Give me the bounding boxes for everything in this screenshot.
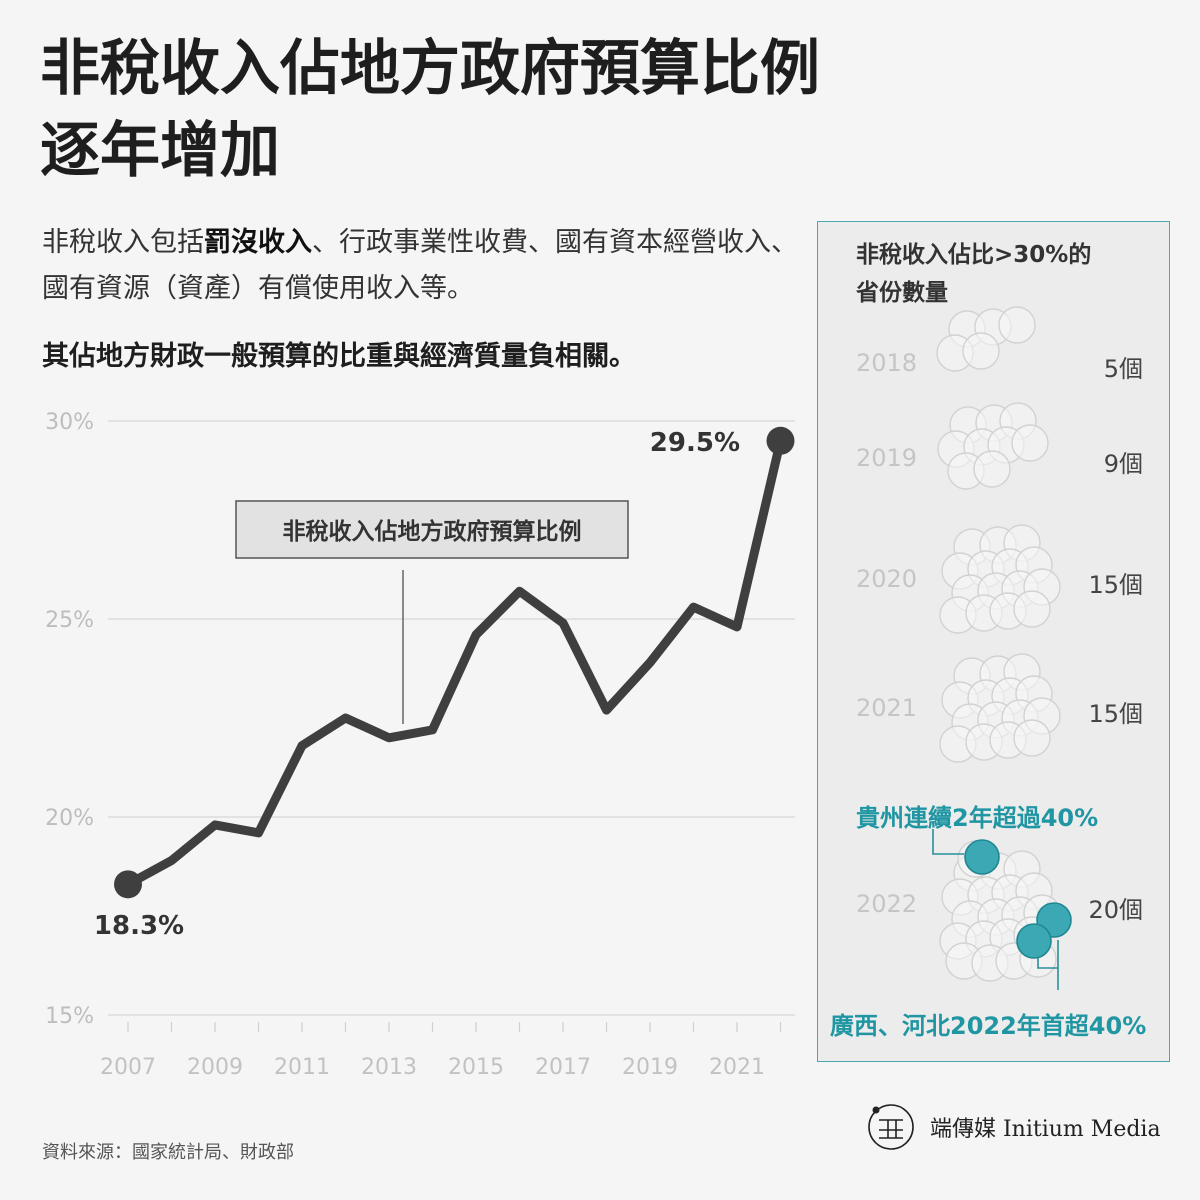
intro-bold: 罰沒收入 (204, 227, 312, 258)
x-tick-label: 2019 (622, 1055, 678, 1080)
guangxi-hebei-note: 廣西、河北2022年首超40% (830, 1012, 1147, 1040)
title-line-1: 非稅收入佔地方政府預算比例 (40, 34, 820, 104)
guizhou-note: 貴州連續2年超過40% (856, 804, 1099, 832)
intro-part-2: 、行政事業性收費、國有資本經營收入、國有資源（資產）有償使用收入等。 (42, 227, 798, 304)
year-label: 2019 (856, 444, 918, 472)
panel-title: 非稅收入佔比>30%的 省份數量 (856, 236, 1091, 312)
series-line (123, 436, 785, 889)
legend-box (235, 500, 629, 559)
province-clusters (932, 306, 1072, 990)
count-label: 15個 (1088, 700, 1143, 728)
brand: 端傳媒 Initium Media (866, 1102, 1161, 1152)
province-count-panel: 非稅收入佔比>30%的 省份數量 2018 5個 2019 9個 2020 15… (817, 221, 1170, 1062)
y-tick-label: 25% (45, 608, 94, 633)
end-value-label: 29.5% (650, 428, 740, 458)
panel-title-line-1: 非稅收入佔比>30%的 (856, 242, 1092, 268)
x-tick-label: 2021 (709, 1055, 765, 1080)
x-tick-label: 2007 (100, 1055, 156, 1080)
intro-part-1: 非稅收入包括 (42, 227, 204, 258)
page-title: 非稅收入佔地方政府預算比例 逐年增加 (40, 28, 820, 192)
end-point (766, 426, 795, 455)
x-tick-label: 2011 (274, 1055, 330, 1080)
year-label: 2020 (856, 565, 918, 593)
start-value-label: 18.3% (94, 911, 184, 941)
count-label: 5個 (1103, 355, 1143, 383)
highlight-province-circle (1016, 923, 1052, 959)
y-tick-label: 20% (45, 806, 94, 831)
start-point (114, 870, 142, 899)
legend-label: 非稅收入佔地方政府預算比例 (283, 518, 582, 545)
x-tick-label: 2013 (361, 1055, 417, 1080)
province-circle (962, 332, 1000, 370)
line-chart: 15% 20% 25% 30% 2007 2009 2011 2013 2015 2017 2019… (45, 410, 795, 1080)
panel-title-line-2: 省份數量 (856, 280, 948, 306)
province-circle (973, 450, 1011, 488)
brand-name: 端傳媒 Initium Media (930, 1117, 1161, 1142)
x-tick-label: 2017 (535, 1055, 591, 1080)
year-label: 2021 (856, 694, 918, 722)
x-tick-label: 2015 (448, 1055, 504, 1080)
lead-text: 其佔地方財政一般預算的比重與經濟質量負相關。 (42, 341, 636, 372)
intro-text: 非稅收入包括罰沒收入、行政事業性收費、國有資本經營收入、國有資源（資產）有償使用… (42, 220, 812, 312)
initium-logo-icon (868, 1104, 914, 1150)
source-note: 資料來源：國家統計局、財政部 (42, 1142, 294, 1163)
count-label: 9個 (1103, 450, 1143, 478)
y-tick-label: 30% (45, 410, 94, 435)
count-label: 20個 (1088, 896, 1143, 924)
year-label: 2018 (856, 349, 918, 377)
province-circle (998, 306, 1036, 344)
note-top-leader (932, 829, 964, 855)
province-circle (1013, 719, 1051, 757)
province-circle (1013, 590, 1051, 628)
year-label: 2022 (856, 890, 918, 918)
highlight-province-circle (964, 839, 1000, 875)
y-tick-label: 15% (45, 1004, 94, 1029)
province-circle (1011, 424, 1049, 462)
title-line-2: 逐年增加 (40, 116, 280, 186)
count-label: 15個 (1088, 571, 1143, 599)
x-tick-label: 2009 (187, 1055, 243, 1080)
